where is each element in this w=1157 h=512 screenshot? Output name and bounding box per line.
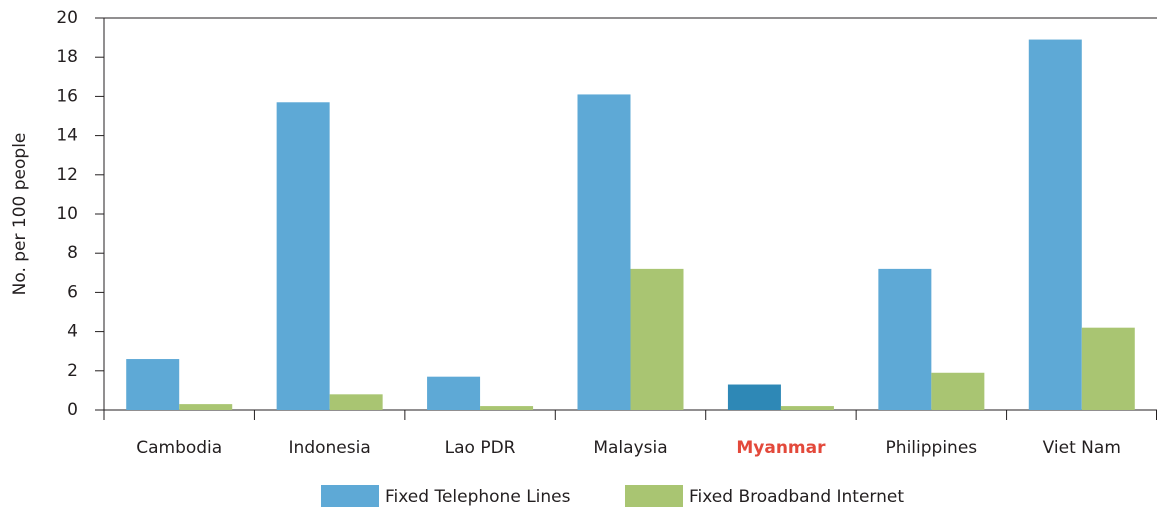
y-tick-label: 4 [67,322,78,342]
y-tick-label: 20 [56,8,78,28]
y-tick-label: 18 [56,47,78,67]
y-tick-label: 16 [56,86,78,106]
x-tick-label: Cambodia [136,438,222,458]
x-tick-label: Philippines [886,438,978,458]
y-tick-label: 12 [56,165,78,185]
y-tick-label: 10 [56,204,78,224]
y-axis-label: No. per 100 people [10,133,30,296]
y-tick-label: 8 [67,243,78,263]
bar [329,394,383,410]
legend-swatch [321,485,379,507]
x-tick-label: Myanmar [736,438,826,458]
legend-label: Fixed Broadband Internet [689,487,904,507]
x-tick-label: Viet Nam [1043,438,1121,458]
legend-label: Fixed Telephone Lines [385,487,571,507]
bar [427,376,481,410]
bar [480,406,534,410]
x-tick-label: Malaysia [593,438,667,458]
bar [1028,39,1082,411]
bar [1081,327,1135,410]
bar [931,372,985,410]
bar [780,406,834,410]
legend-swatch [625,485,683,507]
bar [276,102,330,410]
y-tick-label: 6 [67,282,78,302]
bar [126,359,180,410]
x-tick-label: Indonesia [289,438,371,458]
bar [878,268,932,410]
y-tick-label: 0 [67,400,78,420]
y-tick-label: 14 [56,126,78,146]
x-tick-label: Lao PDR [445,438,516,458]
bar [630,268,684,410]
bar [577,94,631,410]
y-tick-label: 2 [67,361,78,381]
bar [179,404,233,410]
bar [727,384,781,410]
